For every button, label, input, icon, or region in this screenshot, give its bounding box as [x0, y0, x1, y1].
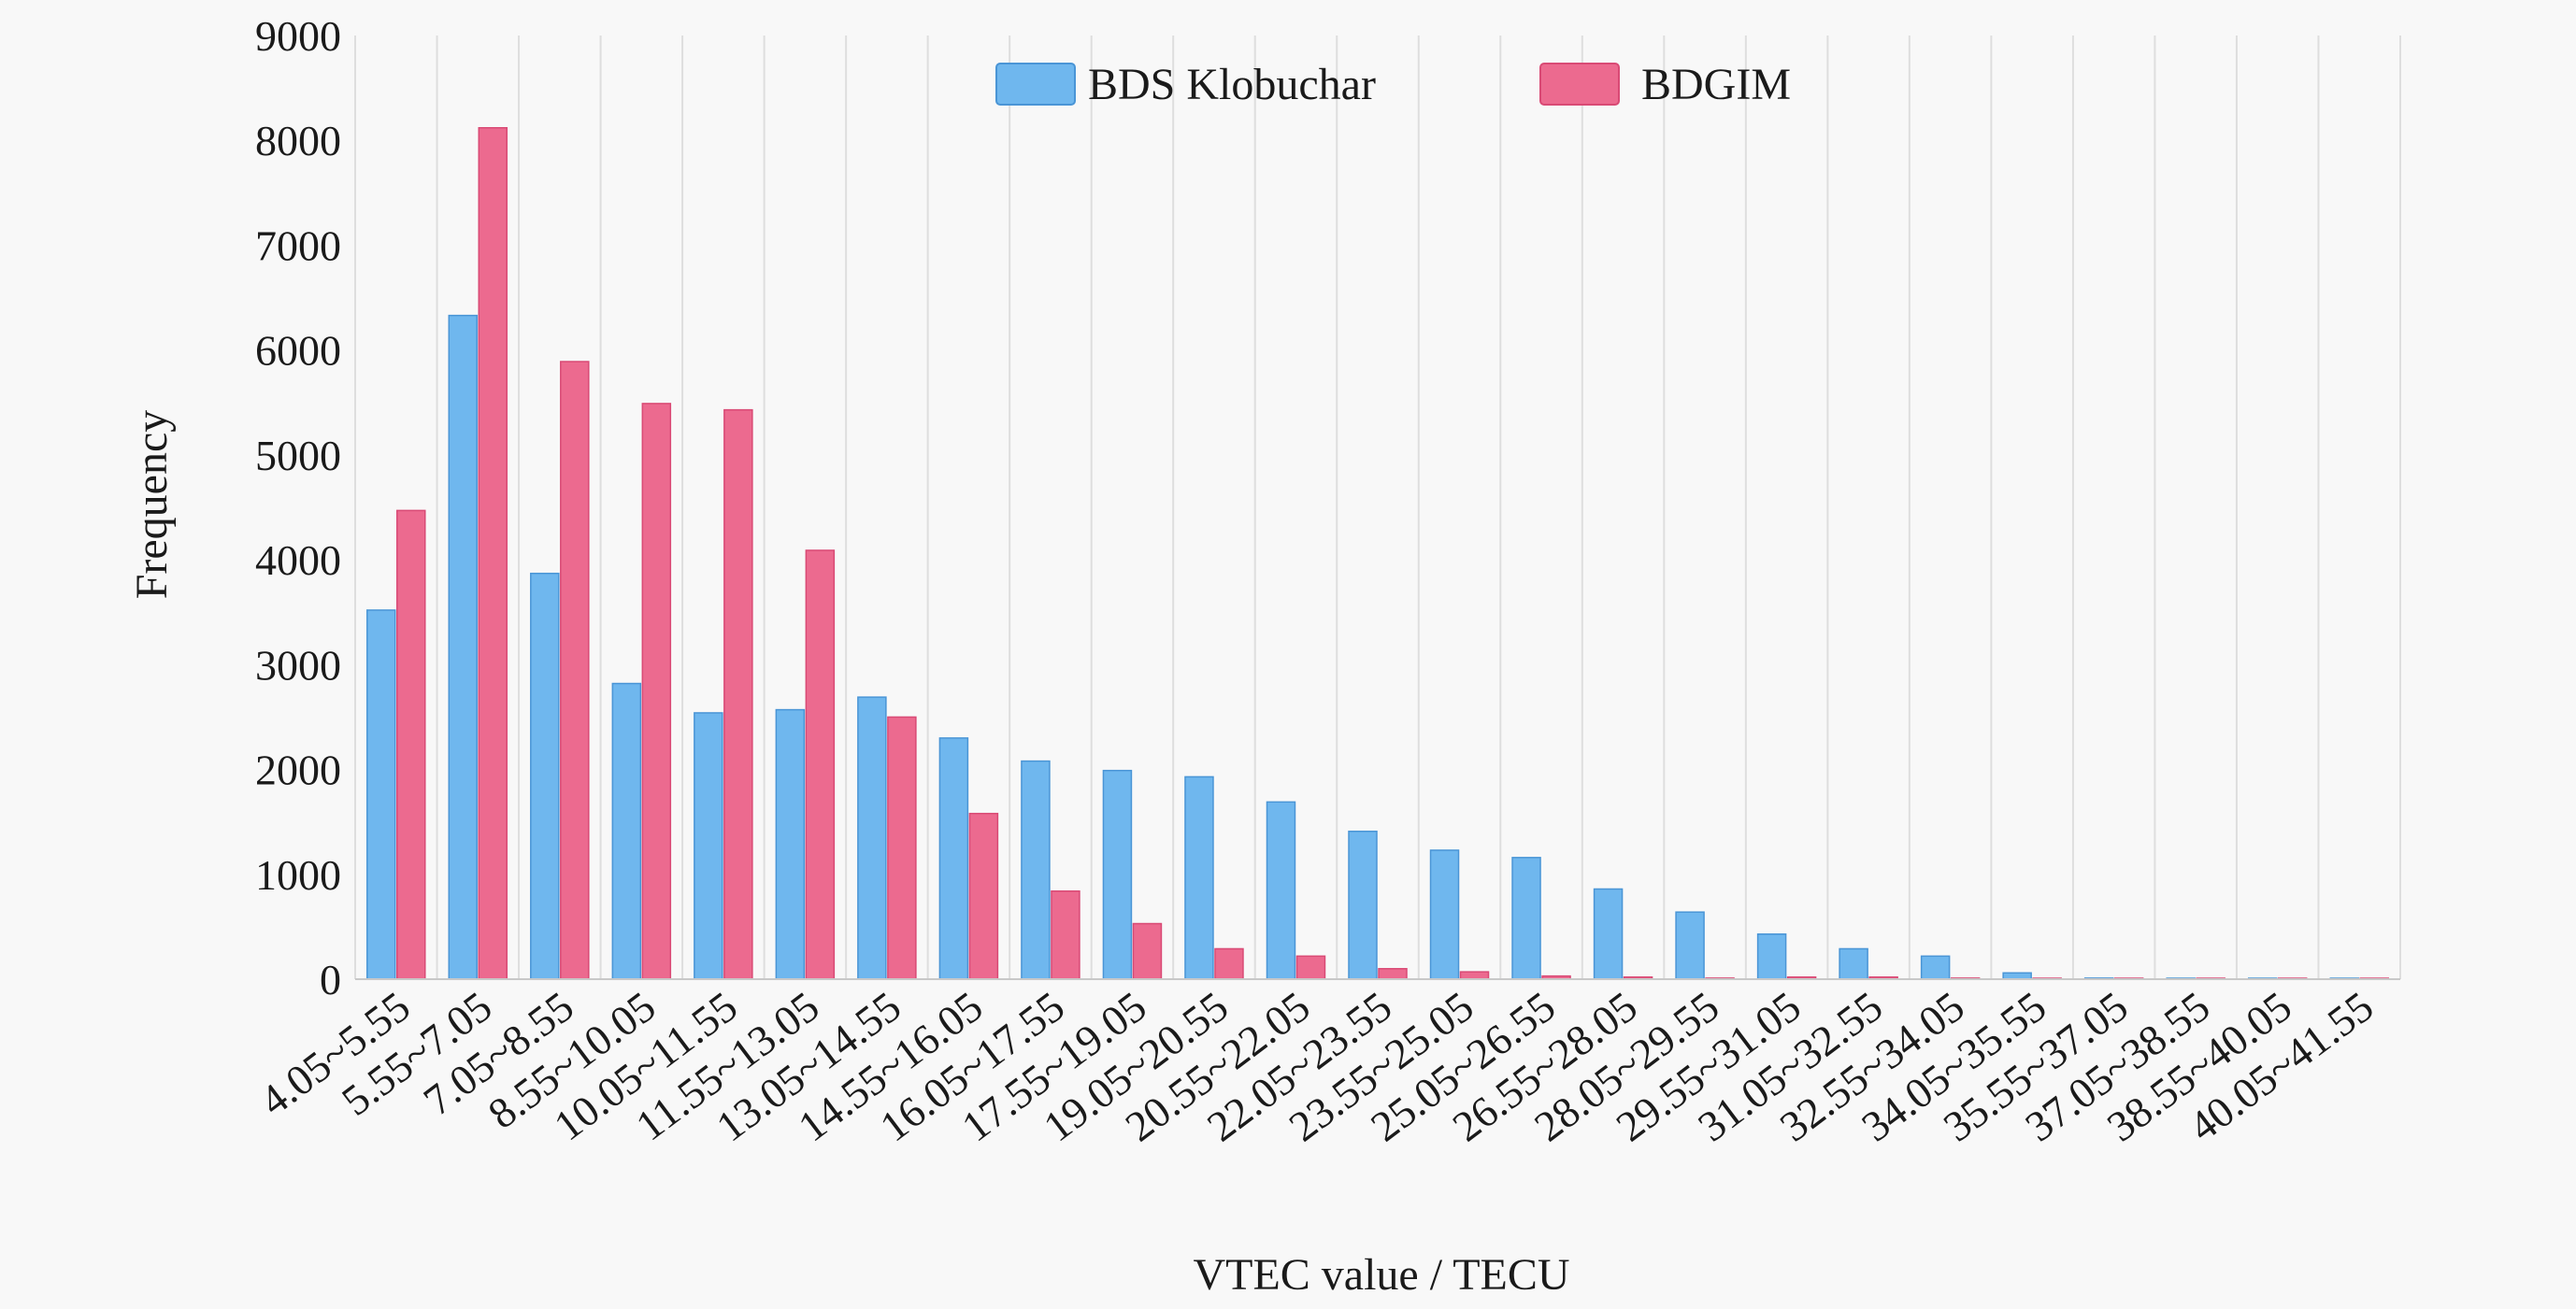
bar-bds-klobuchar	[611, 682, 642, 980]
y-tick-label: 6000	[255, 327, 341, 375]
bar-bdgim	[805, 549, 836, 980]
bar-bds-klobuchar	[530, 572, 560, 980]
bar-bds-klobuchar	[938, 737, 969, 980]
bar-bds-klobuchar	[1266, 801, 1296, 980]
bar-bds-klobuchar	[1429, 849, 1460, 980]
bar-bds-klobuchar	[448, 314, 479, 980]
bar-bdgim	[1051, 889, 1080, 980]
bar-bdgim	[1132, 922, 1163, 980]
legend: BDS Klobuchar BDGIM	[995, 60, 1791, 109]
legend-label: BDGIM	[1641, 60, 1791, 109]
bar-bdgim	[641, 403, 672, 980]
bar-bdgim	[1378, 968, 1408, 980]
bar-bdgim	[560, 361, 590, 980]
y-tick-labels: 0 1000 2000 3000 4000 5000 6000 7000 8000 9000	[255, 12, 341, 1003]
bar-bdgim	[396, 509, 426, 980]
bar-bds-klobuchar	[1511, 857, 1541, 980]
bar-bds-klobuchar	[2002, 972, 2032, 980]
bar-bds-klobuchar	[857, 696, 887, 980]
bar-bds-klobuchar	[1184, 775, 1214, 980]
bar-bds-klobuchar	[1839, 947, 1868, 980]
x-tick-labels: 4.05~5.555.55~7.057.05~8.558.55~10.0510.…	[251, 982, 2383, 1150]
y-tick-label: 9000	[255, 12, 341, 60]
bar-bds-klobuchar	[366, 609, 396, 980]
legend-label: BDS Klobuchar	[1088, 60, 1376, 109]
bar-bds-klobuchar	[1102, 769, 1133, 980]
grid-lines	[354, 36, 2401, 979]
bar-bds-klobuchar	[1593, 888, 1624, 980]
legend-swatch	[1539, 63, 1620, 106]
y-tick-label: 3000	[255, 641, 341, 689]
y-axis-label: Frequency	[127, 410, 177, 600]
x-axis-label: VTEC value / TECU	[1193, 1250, 1569, 1300]
legend-swatch	[995, 63, 1076, 106]
bar-bds-klobuchar	[1348, 831, 1378, 980]
bar-bdgim	[887, 716, 917, 980]
bar-bds-klobuchar	[1920, 955, 1951, 980]
bar-bds-klobuchar	[1756, 932, 1787, 980]
bar-bds-klobuchar	[1675, 911, 1705, 980]
bar-bdgim	[1295, 955, 1326, 980]
bar-bdgim	[723, 408, 753, 980]
y-tick-label: 4000	[255, 536, 341, 584]
y-tick-label: 0	[320, 956, 341, 1003]
y-tick-label: 5000	[255, 432, 341, 479]
y-tick-label: 1000	[255, 851, 341, 899]
bar-bdgim	[1214, 947, 1244, 980]
bar-bdgim	[968, 812, 999, 980]
bar-bds-klobuchar	[1021, 760, 1051, 980]
bar-bdgim	[1459, 971, 1490, 980]
bar-bds-klobuchar	[694, 712, 723, 980]
y-tick-label: 7000	[255, 221, 341, 269]
y-tick-label: 8000	[255, 117, 341, 164]
bar-bdgim	[478, 127, 508, 980]
bar-bds-klobuchar	[775, 708, 806, 980]
bars	[366, 127, 2389, 980]
y-tick-label: 2000	[255, 747, 341, 794]
